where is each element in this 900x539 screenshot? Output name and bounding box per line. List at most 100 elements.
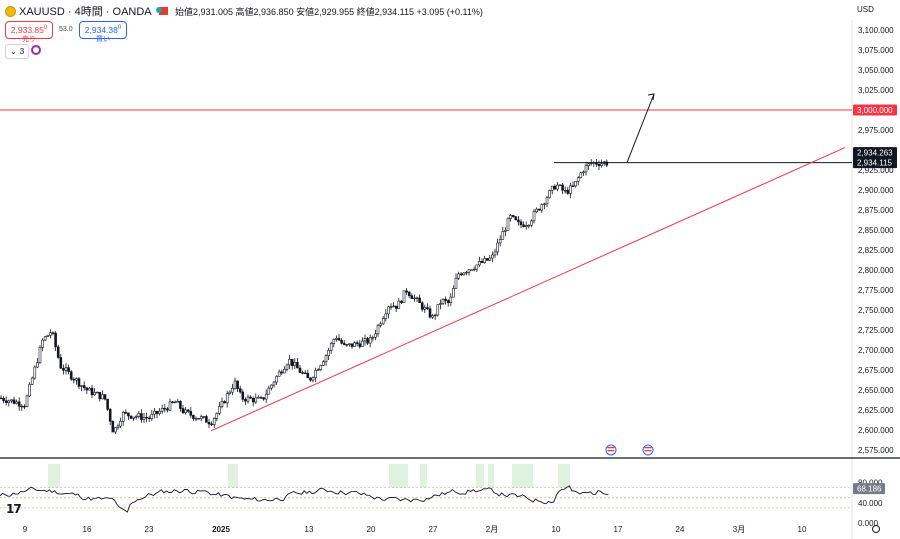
candle-body: [54, 332, 57, 348]
candle-body: [168, 401, 172, 411]
candle: [363, 334, 367, 346]
candle-body: [418, 297, 421, 303]
candle-body: [103, 394, 107, 400]
gold-coin-icon: [5, 5, 16, 17]
buy-price: 2,934.38: [84, 24, 118, 35]
candle-body: [543, 203, 546, 205]
close-price-label-bg: [853, 157, 897, 169]
time-tick-label: 10: [552, 525, 561, 534]
candle-body: [163, 407, 167, 410]
candle: [532, 209, 536, 224]
candle-body: [121, 412, 125, 422]
candle-body: [270, 384, 273, 389]
candle: [298, 365, 302, 373]
candle: [553, 184, 557, 190]
us-flag-icon: [642, 444, 654, 456]
flag-icon[interactable]: [158, 7, 168, 15]
candle-body: [584, 165, 588, 173]
candle: [496, 238, 499, 256]
time-tick-label: 20: [367, 525, 376, 534]
candle: [504, 227, 507, 237]
candle: [114, 427, 117, 434]
candle: [550, 185, 554, 195]
candle: [181, 404, 185, 415]
candle: [160, 404, 164, 414]
candle: [290, 359, 294, 370]
candle-body: [293, 361, 297, 366]
candle-body: [454, 277, 458, 289]
candle: [166, 407, 169, 413]
candle-body: [134, 416, 138, 418]
candle-body: [176, 401, 180, 403]
candle: [228, 390, 232, 396]
trendline: [210, 147, 846, 432]
chart-header: XAUUSD · 4時間 · OANDA 始値2,931.005 高値2,936…: [0, 0, 852, 20]
candle: [108, 407, 112, 426]
price-axis[interactable]: 3,100.000 3,075.000 3,050.000 3,025.000 2,97…: [853, 26, 897, 455]
candle-body: [197, 418, 200, 420]
candle-body: [597, 163, 601, 166]
candle: [459, 272, 463, 277]
candle: [465, 270, 468, 276]
candle-body: [366, 338, 369, 344]
price-tick-label: 2,900.000: [858, 186, 894, 195]
candle-body: [384, 313, 388, 319]
candle: [127, 412, 130, 421]
candle: [192, 414, 195, 421]
currency-selector[interactable]: USD: [857, 5, 874, 14]
sell-button[interactable]: 2,933.850 売り: [5, 21, 53, 43]
candle-body: [124, 412, 128, 414]
candle: [56, 344, 60, 359]
candle-body: [462, 272, 466, 276]
candle: [410, 293, 414, 299]
candle: [355, 340, 359, 347]
candle-body: [400, 300, 403, 303]
candle-body: [379, 323, 382, 326]
candle-body: [142, 416, 146, 420]
symbol-title[interactable]: XAUUSD · 4時間 · OANDA: [5, 3, 168, 19]
close-price-label-text: 2,934.115: [857, 159, 893, 168]
tradingview-logo[interactable]: 17: [6, 502, 22, 516]
candle-body: [485, 258, 489, 261]
candle: [163, 404, 167, 413]
candle-body: [410, 295, 414, 299]
candle-body: [574, 181, 577, 187]
candle-body: [296, 361, 299, 369]
candle: [267, 385, 271, 395]
candle-body: [179, 401, 182, 409]
candle-body: [101, 394, 104, 400]
candle-body: [166, 408, 169, 411]
candle: [431, 313, 434, 320]
price-tick-label: 2,975.000: [858, 126, 894, 135]
candle-body: [283, 368, 286, 374]
candle: [374, 330, 377, 341]
candle-body: [17, 401, 21, 407]
candle: [556, 182, 559, 192]
candle: [316, 367, 320, 371]
candle: [59, 353, 63, 369]
candle-body: [36, 362, 39, 368]
time-axis[interactable]: 9 16 23 2025 13 20 27 2月 10 17 24 3月 10: [23, 525, 880, 534]
candle-body: [446, 300, 450, 303]
candle-body: [228, 391, 232, 394]
buy-button[interactable]: 2,934.380 買い: [79, 21, 127, 43]
candle-body: [553, 185, 557, 190]
rsi-tick-label: 40.000: [858, 499, 883, 508]
indicator-toggle[interactable]: ⌄ 3: [5, 44, 30, 59]
candle: [454, 273, 458, 289]
candle: [368, 334, 372, 348]
candle: [400, 300, 403, 304]
candle-body: [257, 397, 260, 399]
indicator-settings-icon[interactable]: [31, 45, 41, 55]
candle-body: [199, 416, 203, 420]
time-tick-label: 10: [798, 525, 807, 534]
candle: [389, 303, 393, 310]
candle: [605, 159, 609, 168]
candle: [80, 385, 83, 392]
candle: [150, 409, 154, 422]
candle: [210, 421, 213, 426]
candle-body: [43, 336, 47, 341]
price-tick-label: 3,075.000: [858, 46, 894, 55]
gear-icon[interactable]: [872, 525, 880, 533]
